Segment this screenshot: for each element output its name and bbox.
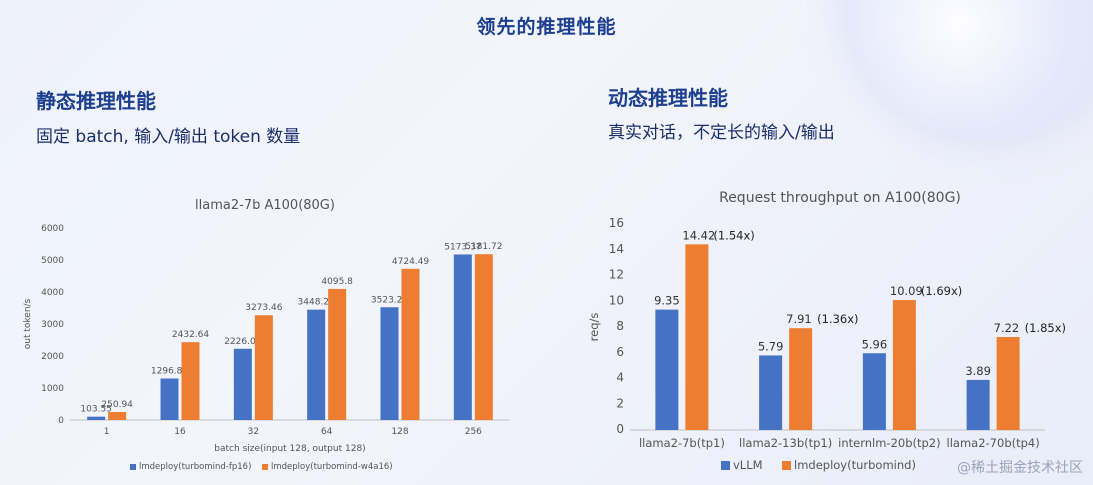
- static-section-subheading: 固定 batch, 输入/输出 token 数量: [36, 127, 301, 147]
- y-tick-label: 8: [616, 319, 624, 333]
- x-tick-label: llama2-7b(tp1): [639, 436, 725, 450]
- data-label: 7.22: [994, 321, 1020, 335]
- ratio-label: (1.85x): [1025, 321, 1066, 335]
- bar-blue: [160, 378, 179, 420]
- y-tick-label: 2: [616, 396, 624, 410]
- bar-orange: [996, 337, 1020, 430]
- x-tick-label: internlm-20b(tp2): [838, 436, 940, 450]
- ratio-label: (1.69x): [921, 284, 962, 298]
- data-label: 2432.64: [172, 330, 209, 340]
- x-tick-label: llama2-13b(tp1): [739, 436, 832, 450]
- data-label: 5.79: [758, 339, 784, 353]
- data-label: 250.94: [101, 400, 133, 410]
- request-throughput-chart: 0 2 4 6 8 10 12 14 16 req/s llama2-7b(tp1) 9.35 14.4…: [587, 216, 1066, 472]
- y-axis-label: out token/s: [23, 298, 33, 349]
- y-axis-label: req/s: [587, 313, 601, 342]
- y-tick-label: 5000: [41, 256, 64, 266]
- data-label: 7.91: [786, 312, 812, 326]
- data-label: 1296.88: [151, 366, 188, 376]
- x-tick-label: 32: [248, 427, 259, 437]
- y-tick-label: 4000: [41, 288, 64, 298]
- y-tick-label: 10: [609, 293, 624, 307]
- x-tick-label: 64: [321, 427, 333, 437]
- data-label: 10.09: [890, 284, 923, 298]
- bar-blue: [759, 355, 783, 430]
- data-label: 3448.22: [298, 298, 335, 308]
- x-tick-label: 1: [104, 427, 110, 437]
- bar-orange: [401, 268, 420, 420]
- y-tick-label: 0: [58, 416, 64, 426]
- data-label: 3.89: [965, 364, 991, 378]
- bar-blue: [453, 254, 472, 420]
- x-tick-label: 128: [391, 427, 408, 437]
- data-label: 3273.46: [245, 303, 282, 313]
- bar-orange: [108, 411, 127, 420]
- y-tick-label: 14: [609, 242, 624, 256]
- data-label: 9.35: [654, 294, 680, 308]
- bar-blue: [307, 309, 326, 420]
- legend-swatch: [262, 464, 268, 470]
- bar-blue: [655, 309, 679, 430]
- legend-label: lmdeploy(turbomind-w4a16): [271, 462, 393, 472]
- page-title: 领先的推理性能: [476, 16, 617, 38]
- legend-label: lmdeploy(turbomind-fp16): [139, 462, 251, 472]
- x-tick-label: 256: [465, 427, 482, 437]
- data-label: 2226.09: [224, 337, 261, 347]
- legend-label: vLLM: [733, 458, 763, 472]
- x-tick-label: llama2-70b(tp4): [947, 436, 1040, 450]
- dynamic-section-subheading: 真实对话，不定长的输入/输出: [608, 123, 835, 143]
- x-tick-label: 16: [174, 427, 186, 437]
- watermark: @稀土掘金技术社区: [957, 460, 1083, 476]
- bar-orange: [328, 288, 347, 420]
- legend-swatch: [721, 461, 730, 470]
- data-label: 14.42: [682, 228, 715, 242]
- legend-swatch: [782, 461, 791, 470]
- bar-orange: [474, 254, 493, 420]
- ratio-label: (1.36x): [817, 312, 858, 326]
- y-tick-label: 12: [609, 268, 624, 282]
- y-tick-label: 0: [616, 422, 624, 436]
- y-tick-label: 16: [609, 216, 624, 230]
- y-tick-label: 4: [616, 371, 624, 385]
- bar-orange: [181, 342, 200, 420]
- data-label: 103.55: [80, 405, 112, 415]
- legend-label: lmdeploy(turbomind): [794, 458, 916, 472]
- data-label: 5.96: [862, 337, 888, 351]
- bar-blue: [966, 379, 990, 430]
- right-chart-title: Request throughput on A100(80G): [719, 190, 961, 206]
- data-label: 3523.22: [371, 295, 408, 305]
- ratio-label: (1.54x): [713, 228, 754, 242]
- bar-blue: [87, 416, 106, 420]
- x-axis-label: batch size(input 128, output 128): [214, 444, 365, 454]
- bar-orange: [254, 315, 273, 420]
- data-label: 5181.72: [465, 242, 502, 252]
- y-tick-label: 3000: [41, 320, 64, 330]
- data-label: 4095.8: [321, 277, 353, 287]
- static-section-heading: 静态推理性能: [36, 89, 156, 113]
- y-tick-label: 6: [616, 345, 624, 359]
- left-chart-title: llama2-7b A100(80G): [195, 198, 335, 213]
- data-label: 4724.49: [392, 257, 429, 267]
- bar-blue: [862, 353, 886, 430]
- y-tick-label: 1000: [41, 384, 64, 394]
- bar-blue: [233, 348, 252, 420]
- y-tick-label: 2000: [41, 352, 64, 362]
- legend-swatch: [130, 464, 136, 470]
- bar-blue: [380, 307, 399, 420]
- y-tick-label: 6000: [41, 224, 64, 234]
- data-label: 5173.37: [444, 242, 481, 252]
- static-throughput-chart: 0 1000 2000 3000 4000 5000 6000 out token/s 1 103…: [23, 224, 510, 472]
- bar-orange: [892, 300, 916, 430]
- dynamic-section-heading: 动态推理性能: [608, 86, 728, 110]
- bar-orange: [789, 328, 813, 430]
- bar-orange: [685, 244, 709, 430]
